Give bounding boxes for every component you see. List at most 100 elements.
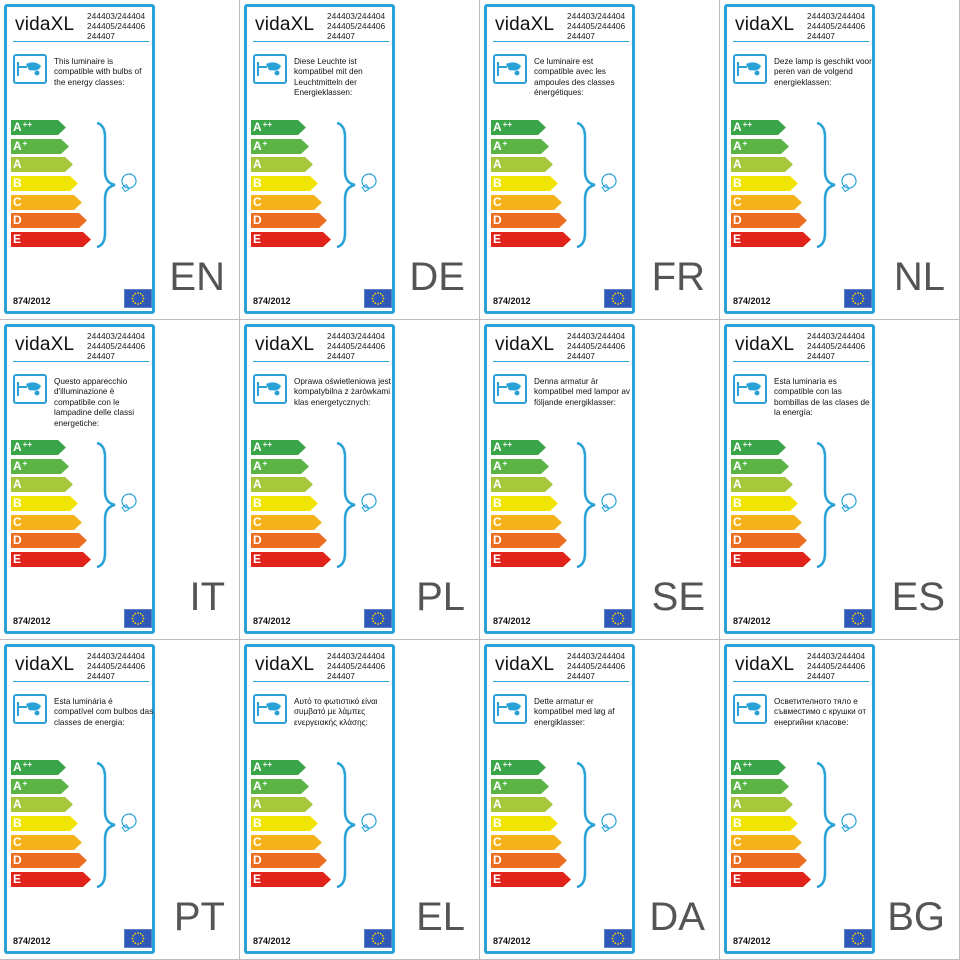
energy-class-letter: B: [733, 816, 742, 831]
energy-class-arrow: [11, 120, 66, 135]
energy-class-letter: A: [733, 797, 742, 812]
product-code: 244403/244404: [807, 11, 866, 21]
label-cell-es: vidaXL 244403/244404 244405/244406 244407 Es…: [720, 320, 960, 640]
energy-class-letter-main: A: [253, 157, 262, 172]
range-brace-icon: [571, 441, 621, 574]
energy-class-letter-main: A: [733, 778, 742, 793]
regulation-number: 874/2012: [493, 936, 531, 946]
energy-class-arrow: [731, 853, 807, 869]
energy-class-letter: B: [253, 496, 262, 511]
compatibility-text: Осветителното тяло е съвместимо с крушки…: [774, 697, 867, 727]
label-cell-bg: vidaXL 244403/244404 244405/244406 244407 Ос…: [720, 640, 960, 960]
header-divider: [253, 681, 389, 682]
energy-class-letter-main: E: [13, 552, 22, 567]
compatibility-text: Ce luminaire est compatible avec les amp…: [534, 57, 615, 98]
energy-class-letter: A++: [493, 760, 512, 775]
regulation-number: 874/2012: [253, 936, 291, 946]
energy-class-arrow: [251, 120, 306, 135]
energy-class-arrow: [251, 834, 322, 850]
brand-logo: vidaXL: [255, 654, 315, 675]
energy-class-plus: +: [262, 138, 268, 148]
energy-class-letter: E: [733, 872, 741, 887]
energy-class-letter: A++: [13, 760, 32, 775]
label-cell-el: vidaXL 244403/244404 244405/244406 244407 Αυ…: [240, 640, 480, 960]
eu-flag-icon: [844, 289, 872, 308]
energy-class-letter-main: A: [13, 458, 22, 473]
product-codes: 244403/244404 244405/244406 244407: [807, 11, 865, 41]
lamp-icon: [733, 54, 767, 84]
energy-class-arrow: [491, 816, 558, 832]
language-code: SE: [651, 575, 705, 619]
brand-logo: vidaXL: [735, 14, 795, 35]
energy-class-letter: A++: [13, 120, 32, 135]
energy-class-letter: A: [493, 797, 502, 812]
energy-class-arrow: [11, 797, 73, 813]
energy-class-letter-main: A: [253, 477, 262, 492]
energy-class-letter-main: C: [733, 194, 742, 209]
energy-class-letter: D: [733, 533, 742, 548]
brand-logo: vidaXL: [15, 14, 75, 35]
energy-class-arrow: [251, 477, 313, 493]
energy-class-letter-main: A: [13, 477, 22, 492]
energy-class-letter: C: [733, 835, 742, 850]
energy-class-arrow: [251, 533, 327, 549]
product-codes: 244403/244404 244405/244406 244407: [807, 331, 865, 361]
language-code: IT: [189, 575, 225, 619]
energy-class-letter-main: D: [13, 853, 22, 868]
product-codes: 244403/244404 244405/244406 244407: [87, 331, 145, 361]
product-code: 244405/244406: [327, 341, 386, 351]
energy-label-card: vidaXL 244403/244404 244405/244406 244407 De…: [484, 324, 635, 634]
compatibility-text: Diese Leuchte ist kompatibel mit den Leu…: [294, 57, 363, 98]
energy-class-arrow: [251, 797, 313, 813]
product-code: 244407: [567, 351, 595, 361]
energy-class-arrow: [731, 157, 793, 173]
energy-class-letter: A+: [493, 779, 507, 794]
label-cell-de: vidaXL 244403/244404 244405/244406 244407 Di…: [240, 0, 480, 320]
energy-class-arrow: [491, 834, 562, 850]
energy-class-letter: A: [733, 157, 742, 172]
energy-class-letter: E: [13, 232, 21, 247]
energy-class-letter-main: B: [733, 816, 742, 831]
brand-logo: vidaXL: [15, 654, 75, 675]
energy-class-arrow: [11, 853, 87, 869]
regulation-number: 874/2012: [733, 296, 771, 306]
regulation-number: 874/2012: [733, 616, 771, 626]
label-cell-it: vidaXL 244403/244404 244405/244406 244407 Qu…: [0, 320, 240, 640]
compatibility-text: This luminaire is compatible with bulbs …: [54, 57, 142, 87]
energy-class-letter: A: [253, 797, 262, 812]
energy-class-plus: ++: [502, 120, 513, 129]
regulation-number: 874/2012: [493, 616, 531, 626]
energy-class-letter: D: [733, 853, 742, 868]
energy-class-letter: A: [253, 477, 262, 492]
energy-class-arrow: [11, 138, 69, 154]
product-code: 244407: [567, 671, 595, 681]
energy-class-letter-main: A: [253, 440, 262, 454]
eu-flag-icon: [364, 929, 392, 948]
energy-class-arrow: [11, 157, 73, 173]
energy-class-arrow: [731, 440, 786, 455]
brand-logo: vidaXL: [495, 14, 555, 35]
energy-class-letter-main: A: [733, 440, 742, 454]
energy-class-letter-main: A: [13, 797, 22, 812]
energy-label-card: vidaXL 244403/244404 244405/244406 244407 Es…: [724, 324, 875, 634]
energy-class-letter: C: [493, 835, 502, 850]
energy-label-card: vidaXL 244403/244404 244405/244406 244407 Ос…: [724, 644, 875, 954]
energy-class-letter-main: E: [493, 872, 502, 887]
label-cell-en: vidaXL 244403/244404 244405/244406 244407 Th…: [0, 0, 240, 320]
energy-class-letter: E: [13, 872, 21, 887]
lamp-icon: [493, 54, 527, 84]
energy-class-arrow: [491, 778, 549, 794]
regulation-number: 874/2012: [253, 296, 291, 306]
brand-logo: vidaXL: [735, 654, 795, 675]
brand-logo: vidaXL: [255, 334, 315, 355]
language-code: ES: [891, 575, 945, 619]
energy-class-arrow: [731, 760, 786, 775]
regulation-number: 874/2012: [13, 296, 51, 306]
energy-class-letter-main: A: [493, 797, 502, 812]
product-code: 244407: [807, 351, 835, 361]
product-code: 244407: [567, 31, 595, 41]
product-code: 244403/244404: [87, 651, 146, 661]
product-code: 244405/244406: [807, 661, 866, 671]
compatibility-text: Esta luminária é compatível com bulbos d…: [54, 697, 154, 727]
energy-class-letter-main: A: [493, 157, 502, 172]
